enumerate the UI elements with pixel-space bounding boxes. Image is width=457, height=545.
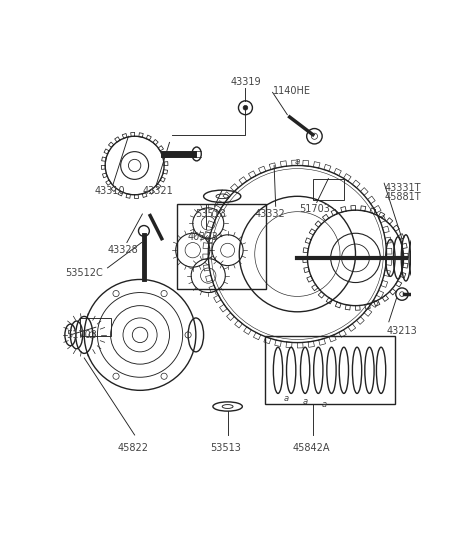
Bar: [177, 204, 266, 289]
Text: 43321: 43321: [143, 186, 173, 196]
Text: 40323: 40323: [187, 232, 218, 242]
Text: 43213: 43213: [387, 326, 417, 336]
Text: 45842A: 45842A: [292, 443, 330, 453]
Text: 43319: 43319: [230, 76, 261, 87]
Text: 43328: 43328: [108, 245, 138, 255]
Text: 53513: 53513: [211, 443, 241, 453]
Text: 45822: 45822: [117, 443, 149, 453]
Text: 1140HE: 1140HE: [272, 86, 311, 96]
Circle shape: [243, 105, 248, 110]
Text: 53512C: 53512C: [65, 268, 103, 278]
Text: 43332: 43332: [254, 209, 285, 219]
Text: a: a: [303, 397, 308, 407]
Text: 51703: 51703: [299, 204, 330, 214]
Text: 53513: 53513: [195, 209, 226, 219]
Text: a: a: [283, 395, 288, 403]
Text: 45881T: 45881T: [385, 192, 421, 202]
Text: 43310: 43310: [95, 186, 125, 196]
Text: 51703: 51703: [66, 330, 97, 340]
Bar: [265, 336, 395, 404]
Text: 43331T: 43331T: [385, 183, 421, 193]
Bar: [80, 318, 112, 336]
Bar: [313, 179, 344, 200]
Text: a: a: [295, 157, 300, 166]
Text: a: a: [322, 399, 327, 409]
